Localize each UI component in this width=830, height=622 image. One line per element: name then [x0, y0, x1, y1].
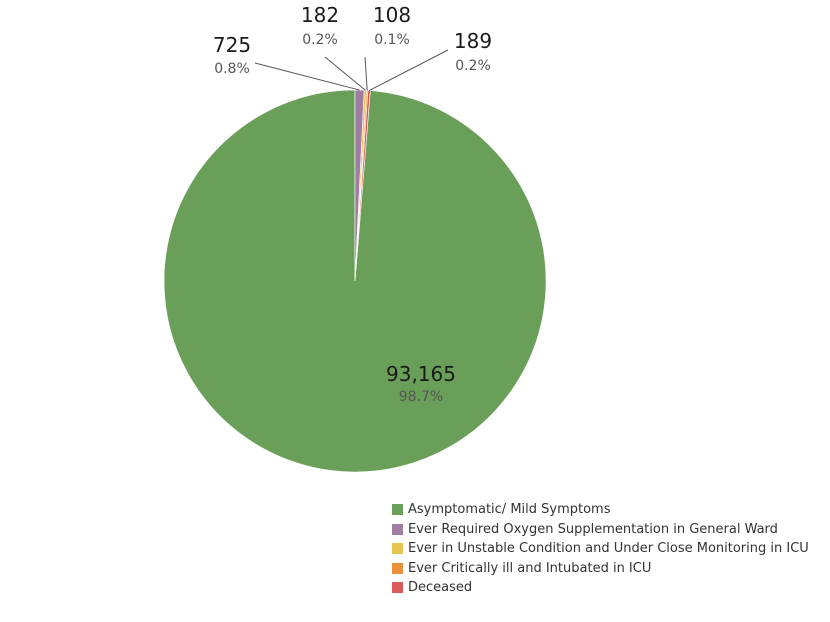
legend-swatch: [392, 543, 403, 555]
legend-label: Asymptomatic/ Mild Symptoms: [408, 502, 611, 518]
legend-swatch: [392, 504, 403, 516]
percent-label-asymptomatic: 98.7%: [399, 389, 443, 405]
value-label-deceased: 189: [454, 29, 492, 53]
legend-swatch: [392, 582, 403, 594]
pie-slices: [163, 89, 547, 473]
legend: Asymptomatic/ Mild Symptoms Ever Require…: [392, 500, 809, 598]
percent-label-deceased: 0.2%: [455, 58, 491, 74]
leader-line-oxygen-general-ward: [254, 62, 360, 91]
leader-lines: [254, 49, 449, 91]
legend-label: Ever Critically ill and Intubated in ICU: [408, 560, 652, 576]
legend-item-asymptomatic: Asymptomatic/ Mild Symptoms: [392, 500, 809, 520]
data-labels: 93,165 98.7% 725 0.8% 182 0.2% 108 0.1% …: [213, 3, 492, 405]
value-label-asymptomatic: 93,165: [386, 362, 456, 386]
value-label-oxygen-general-ward: 725: [213, 33, 251, 57]
value-label-unstable-icu: 182: [301, 3, 339, 27]
legend-swatch: [392, 562, 403, 574]
value-label-intubated-icu: 108: [373, 3, 411, 27]
legend-item-intubated-icu: Ever Critically ill and Intubated in ICU: [392, 559, 809, 579]
leader-line-unstable-icu: [324, 56, 366, 91]
legend-label: Ever Required Oxygen Supplementation in …: [408, 521, 778, 537]
percent-label-unstable-icu: 0.2%: [302, 32, 338, 48]
legend-item-deceased: Deceased: [392, 578, 809, 598]
legend-label: Deceased: [408, 580, 473, 596]
percent-label-intubated-icu: 0.1%: [374, 32, 410, 48]
legend-item-unstable-icu: Ever in Unstable Condition and Under Clo…: [392, 539, 809, 559]
legend-item-oxygen-general-ward: Ever Required Oxygen Supplementation in …: [392, 520, 809, 540]
legend-label: Ever in Unstable Condition and Under Clo…: [408, 541, 809, 557]
legend-swatch: [392, 523, 403, 535]
leader-line-deceased: [368, 49, 449, 91]
pie-slice-deceased: [354, 90, 371, 282]
leader-line-intubated-icu: [364, 56, 368, 91]
percent-label-oxygen-general-ward: 0.8%: [214, 61, 250, 77]
